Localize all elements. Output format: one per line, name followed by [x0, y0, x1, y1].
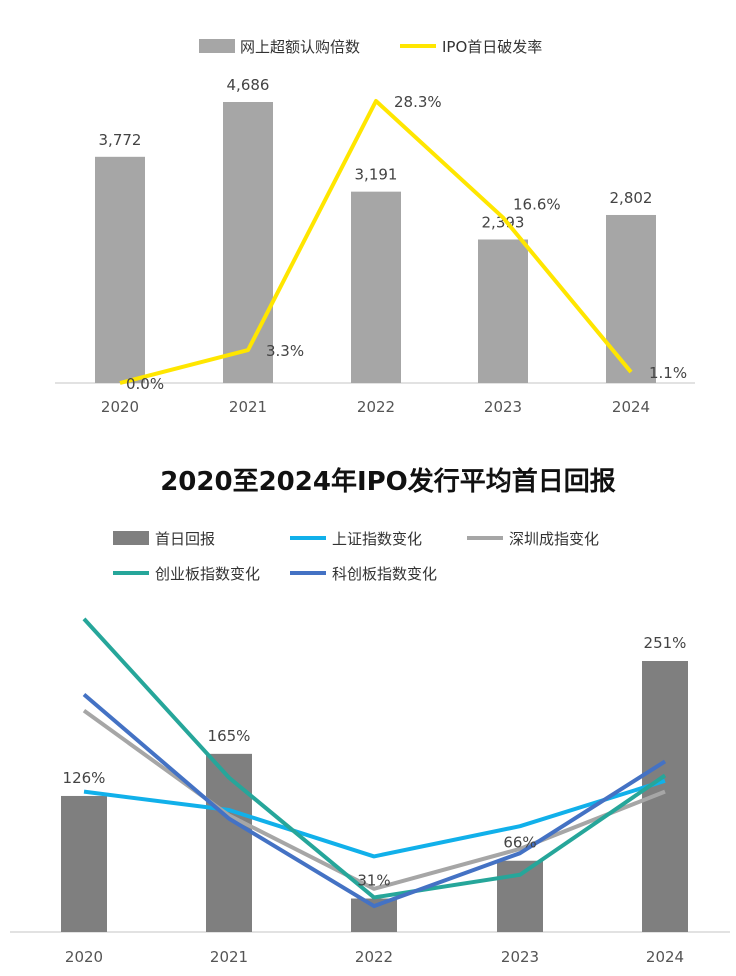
bar-value-label: 3,191	[355, 166, 398, 184]
legend-label: 深圳成指变化	[509, 530, 599, 548]
bar-value-label: 3,772	[99, 131, 142, 149]
x-tick-label: 2024	[646, 948, 684, 966]
bar	[61, 795, 107, 932]
line-value-label: 28.3%	[394, 93, 442, 111]
bar	[606, 214, 656, 383]
bar-value-label: 126%	[63, 769, 106, 787]
chart-first-day-return: 2020至2024年IPO发行平均首日回报 首日回报 上证指数变化 深圳成指变化创业…	[0, 440, 736, 976]
bar-value-label: 31%	[357, 872, 390, 890]
legend-label: 创业板指数变化	[155, 565, 260, 583]
bar-value-label: 66%	[503, 834, 536, 852]
bar-value-label: 2,393	[482, 214, 525, 232]
bar	[95, 156, 145, 383]
line-value-label: 16.6%	[513, 196, 561, 214]
legend-swatch-bar	[199, 39, 235, 53]
legend-label-line: IPO首日破发率	[442, 38, 542, 56]
bar	[223, 102, 273, 383]
x-tick-label: 2021	[229, 398, 267, 416]
chart-title: 2020至2024年IPO发行平均首日回报	[160, 466, 616, 497]
line-value-label: 3.3%	[266, 342, 304, 360]
chart1-svg: 网上超额认购倍数 IPO首日破发率 3,772 4,686 3,191 2,393 2,80…	[55, 38, 695, 416]
bar-value-label: 251%	[644, 634, 687, 652]
bar-value-label: 4,686	[227, 76, 270, 94]
x-tick-label: 2020	[65, 948, 103, 966]
chart2-svg: 2020至2024年IPO发行平均首日回报 首日回报 上证指数变化 深圳成指变化创业…	[10, 466, 730, 966]
line-series	[82, 709, 666, 891]
legend-label: 科创板指数变化	[332, 565, 437, 583]
bar	[497, 860, 543, 932]
bar	[351, 898, 397, 932]
legend-label: 上证指数变化	[332, 530, 422, 548]
line-series	[82, 692, 667, 909]
x-tick-label: 2021	[210, 948, 248, 966]
bar-value-label: 2,802	[610, 189, 653, 207]
bar	[206, 753, 252, 932]
x-tick-label: 2023	[484, 398, 522, 416]
legend-swatch-bar	[113, 531, 149, 545]
x-tick-label: 2023	[501, 948, 539, 966]
chart-subscription-breakrate: 网上超额认购倍数 IPO首日破发率 3,772 4,686 3,191 2,393 2,80…	[0, 0, 736, 430]
line-series-breakrate	[119, 99, 633, 385]
x-tick-label: 2024	[612, 398, 650, 416]
x-tick-label: 2022	[355, 948, 393, 966]
bar-value-label: 165%	[208, 727, 251, 745]
line-series	[82, 617, 667, 900]
x-tick-label: 2022	[357, 398, 395, 416]
legend-label-bar: 网上超额认购倍数	[240, 38, 360, 56]
line-series	[83, 778, 666, 859]
legend-label: 首日回报	[155, 530, 215, 548]
x-tick-label: 2020	[101, 398, 139, 416]
line-value-label: 1.1%	[649, 364, 687, 382]
line-value-label: 0.0%	[126, 375, 164, 393]
bar	[478, 239, 528, 383]
bar	[351, 191, 401, 383]
